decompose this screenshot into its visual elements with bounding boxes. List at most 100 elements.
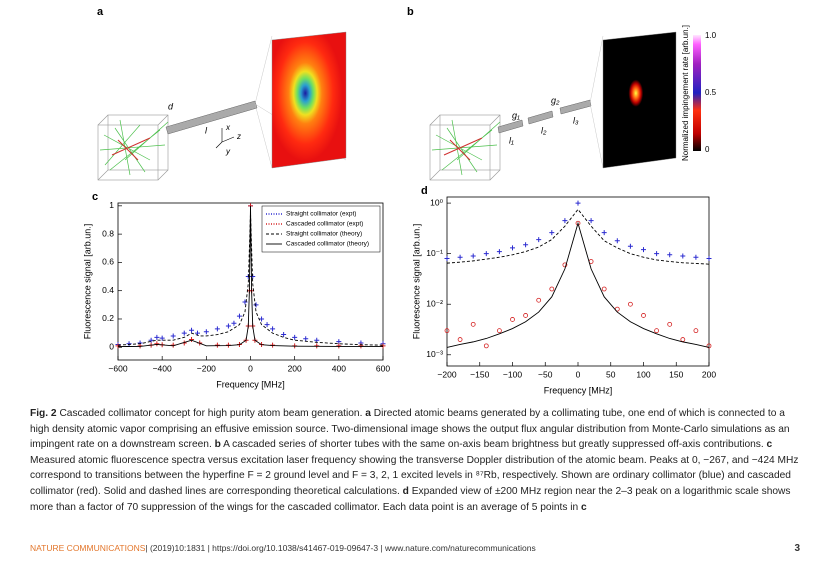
- x-tick-label: 100: [636, 369, 650, 379]
- data-point: [536, 237, 542, 243]
- x-tick-label: −600: [108, 363, 127, 373]
- x-tick-label: 0: [248, 363, 253, 373]
- data-point: [483, 251, 489, 257]
- data-point: [562, 218, 568, 224]
- legend-label: Cascaded collimator (expt): [286, 221, 363, 228]
- data-point: [380, 343, 386, 349]
- vapor-cell: [97, 114, 169, 181]
- x-tick-label: 150: [669, 369, 683, 379]
- annotation: g₂: [551, 95, 560, 105]
- data-point: [680, 253, 686, 259]
- data-point: [470, 321, 476, 327]
- annotation: z: [236, 132, 241, 141]
- y-tick-label: 1: [109, 200, 114, 210]
- x-tick-label: −400: [153, 363, 172, 373]
- colorbar-tick-label: 1.0: [705, 31, 717, 40]
- data-point: [575, 200, 581, 206]
- panel-letter: d: [421, 185, 428, 197]
- theory-line: [117, 205, 384, 348]
- figure: a d l x z y b g₁ l₁ g₂ l₂ l₃ Normalized …: [82, 6, 717, 395]
- data-point: [126, 341, 132, 347]
- data-point: [627, 243, 633, 249]
- data-point: [336, 339, 342, 345]
- data-point: [562, 262, 568, 268]
- data-point: [154, 341, 160, 347]
- x-tick-label: 0: [576, 369, 581, 379]
- data-point: [259, 316, 265, 322]
- caption-label: b: [214, 439, 221, 451]
- data-point: [115, 343, 121, 349]
- data-point: [264, 322, 270, 328]
- data-point: [523, 313, 528, 318]
- data-point: [523, 242, 529, 248]
- data-point: [214, 342, 220, 348]
- citation: | (2019)10:1831 | https://doi.org/10.103…: [145, 543, 536, 553]
- y-tick-label: 10⁻²: [426, 298, 443, 308]
- data-point: [483, 343, 489, 349]
- data-point: [444, 328, 450, 334]
- data-point: [693, 254, 699, 260]
- theory-line: [446, 221, 710, 348]
- footer: NATURE COMMUNICATIONS| (2019)10:1831 | h…: [30, 543, 800, 554]
- y-tick-label: 10⁰: [430, 197, 443, 207]
- annotation: l₃: [573, 115, 579, 125]
- x-tick-label: 200: [702, 369, 716, 379]
- data-point: [628, 301, 633, 307]
- y-tick-label: 0.4: [102, 285, 114, 295]
- y-tick-label: 0.6: [102, 257, 114, 267]
- tubes: [497, 35, 604, 169]
- caption-label: c: [581, 501, 587, 513]
- caption-label: c: [766, 439, 773, 451]
- data-point: [510, 245, 515, 251]
- legend-label: Cascaded collimator (theory): [286, 241, 369, 248]
- x-tick-label: −150: [470, 369, 489, 379]
- data-point: [549, 230, 555, 236]
- y-tick-label: 0.8: [102, 228, 114, 238]
- data-point: [496, 328, 502, 334]
- data-point: [680, 337, 686, 342]
- colorbar-tick-label: 0: [705, 145, 710, 154]
- caption-label: d: [402, 485, 409, 497]
- annotation: l₂: [541, 125, 547, 135]
- legend-label: Straight collimator (expt): [286, 211, 356, 218]
- data-point: [225, 323, 231, 329]
- data-point: [253, 302, 259, 308]
- colorbar: [693, 35, 701, 151]
- x-tick-label: −50: [538, 369, 553, 379]
- page-number: 3: [794, 543, 800, 554]
- x-tick-label: 200: [288, 363, 302, 373]
- data-point: [457, 337, 463, 342]
- panel-letter: b: [407, 6, 414, 18]
- journal: NATURE COMMUNICATIONS: [30, 543, 146, 553]
- data-point: [654, 251, 660, 257]
- data-point: [549, 286, 555, 292]
- vapor-cell: [429, 114, 501, 181]
- data-point: [231, 320, 237, 326]
- data-point: [470, 253, 476, 259]
- data-point: [358, 343, 364, 349]
- data-point: [444, 256, 450, 262]
- data-point: [667, 252, 673, 258]
- data-point: [496, 249, 502, 255]
- data-point: [706, 343, 712, 349]
- y-tick-label: 0: [109, 342, 114, 352]
- screen-image: [602, 31, 677, 169]
- caption-text: Expanded view of ±200 MHz region near th…: [30, 485, 791, 513]
- data-point: [159, 335, 165, 341]
- caption-text: Directed atomic beams generated by a col…: [30, 408, 790, 451]
- annotation: l: [205, 125, 208, 135]
- y-axis-label: Fluorescence signal [arb.un.]: [411, 224, 421, 340]
- data-point: [336, 343, 342, 349]
- panel-letter: c: [92, 191, 98, 203]
- data-point: [575, 220, 581, 226]
- y-tick-label: 0.2: [102, 313, 114, 323]
- annotation: d: [168, 101, 174, 111]
- colorbar-label: Normalized impingement rate [arb.un.]: [681, 25, 690, 161]
- legend-label: Straight collimator (theory): [286, 231, 362, 238]
- data-point: [654, 328, 659, 334]
- data-point: [536, 297, 542, 303]
- axes-glyph: [215, 128, 235, 149]
- data-point: [314, 337, 320, 343]
- data-point: [154, 334, 160, 340]
- caption-text: Cascaded collimator concept for high pur…: [56, 408, 366, 419]
